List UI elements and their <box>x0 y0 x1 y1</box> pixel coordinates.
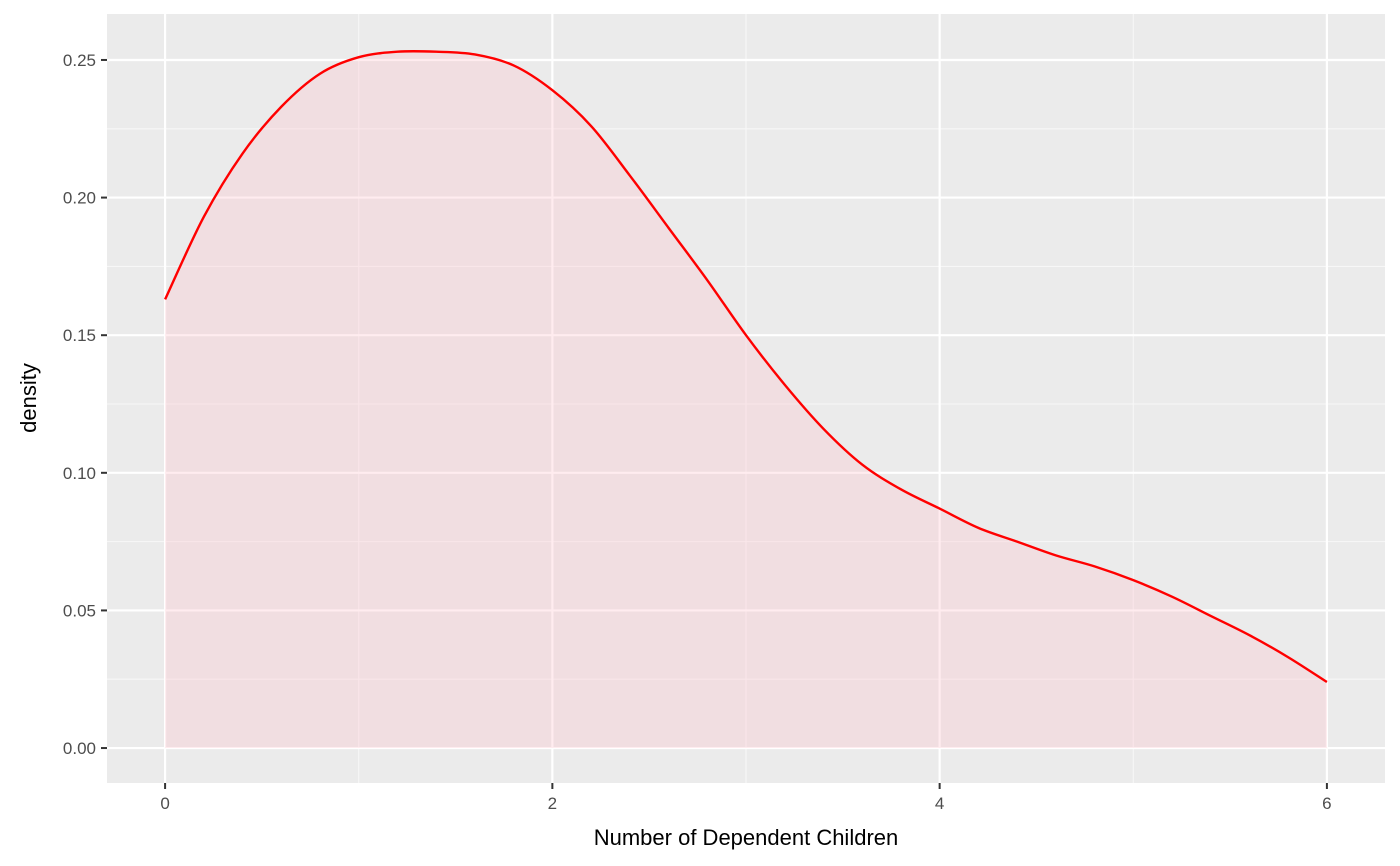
y-tick-label: 0.15 <box>63 326 96 345</box>
x-tick-label: 0 <box>160 794 169 813</box>
y-tick-label: 0.20 <box>63 189 96 208</box>
x-tick-label: 6 <box>1322 794 1331 813</box>
x-axis-title: Number of Dependent Children <box>594 825 899 850</box>
density-line <box>164 49 1328 684</box>
y-tick-label: 0.05 <box>63 601 96 620</box>
density-area <box>165 51 1327 749</box>
y-tick-label: 0.10 <box>63 464 96 483</box>
x-tick-label: 2 <box>548 794 557 813</box>
y-axis-title: density <box>16 363 41 433</box>
grid-minor <box>107 14 1385 783</box>
x-tick-label: 4 <box>935 794 944 813</box>
x-axis: 0 2 4 6 <box>160 783 1332 813</box>
y-tick-label: 0.25 <box>63 51 96 70</box>
y-axis: 0.00 0.05 0.10 0.15 0.20 0.25 <box>63 51 107 758</box>
y-tick-label: 0.00 <box>63 739 96 758</box>
